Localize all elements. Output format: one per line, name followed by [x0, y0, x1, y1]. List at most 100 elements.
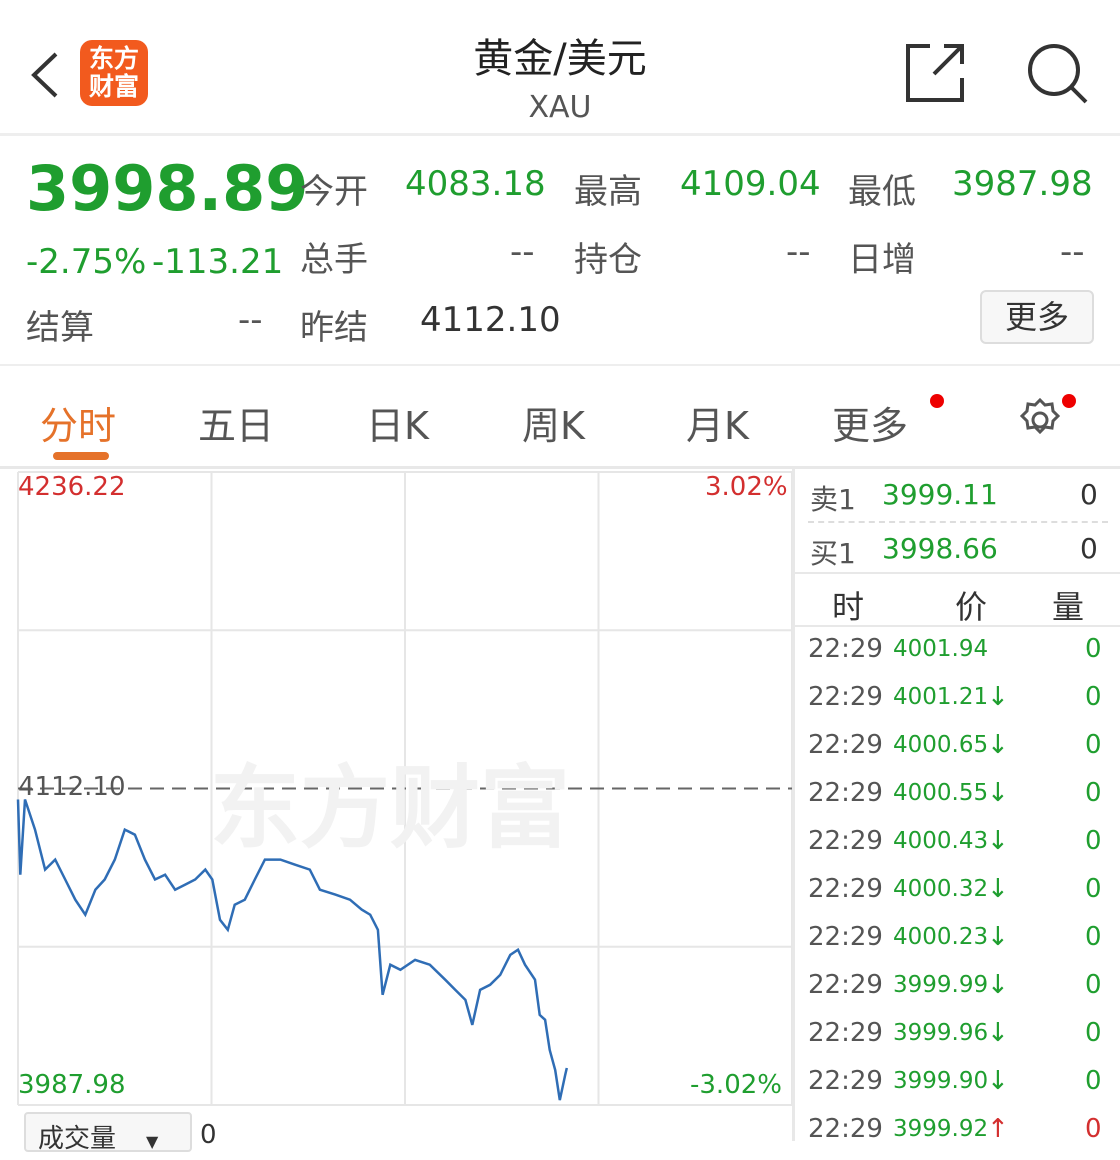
trade-time: 22:29 [808, 682, 883, 712]
daily-increase-label: 日增 [848, 232, 916, 281]
tab-intraday[interactable]: 分时 [40, 395, 116, 450]
trade-row: 22:29 4001.21 ↓ 0 [795, 680, 1120, 728]
trade-row: 22:29 4000.55 ↓ 0 [795, 776, 1120, 824]
trade-price: 4001.21 [893, 684, 988, 710]
notification-dot [930, 394, 944, 408]
bid-volume: 0 [1080, 532, 1098, 565]
volume-value: 0 [200, 1120, 217, 1150]
trade-volume: 0 [1085, 1018, 1102, 1048]
low-label: 最低 [848, 164, 916, 213]
trade-time: 22:29 [808, 730, 883, 760]
notification-dot [1062, 394, 1076, 408]
arrow-down-icon: ↓ [987, 970, 1009, 1000]
trade-volume: 0 [1085, 826, 1102, 856]
tab-more[interactable]: 更多 [832, 395, 908, 450]
arrow-down-icon: ↓ [987, 922, 1009, 952]
trade-time: 22:29 [808, 1066, 883, 1096]
high-value: 4109.04 [680, 164, 821, 204]
arrow-down-icon: ↓ [987, 874, 1009, 904]
settlement-label: 结算 [26, 300, 94, 349]
trade-time: 22:29 [808, 922, 883, 952]
arrow-down-icon: ↓ [987, 730, 1009, 760]
ref-price-label: 4112.10 [18, 772, 126, 802]
trade-time: 22:29 [808, 874, 883, 904]
more-quote-button[interactable]: 更多 [980, 290, 1094, 344]
arrow-up-icon: ↑ [987, 1114, 1009, 1144]
col-header-time: 时 [832, 582, 864, 628]
tab-five-day[interactable]: 五日 [198, 395, 274, 450]
tab-daily-k[interactable]: 日K [366, 395, 429, 450]
volume-selector-label: 成交量 [38, 1124, 116, 1154]
y-max-label: 4236.22 [18, 472, 126, 502]
trade-row: 22:29 4000.23 ↓ 0 [795, 920, 1120, 968]
trade-price: 3999.90 [893, 1068, 988, 1094]
change-pct: -2.75% [26, 242, 146, 282]
trade-volume: 0 [1085, 874, 1102, 904]
settings-gear-icon[interactable] [1016, 396, 1064, 444]
trade-time: 22:29 [808, 634, 883, 664]
divider [795, 572, 1120, 574]
trade-volume: 0 [1085, 634, 1102, 664]
trade-price: 4001.94 [893, 636, 988, 662]
trade-time: 22:29 [808, 970, 883, 1000]
tab-monthly-k[interactable]: 月K [686, 395, 749, 450]
trade-volume: 0 [1085, 970, 1102, 1000]
last-price: 3998.89 [26, 152, 308, 225]
trade-row: 22:29 3999.96 ↓ 0 [795, 1016, 1120, 1064]
trade-row: 22:29 3999.99 ↓ 0 [795, 968, 1120, 1016]
tab-weekly-k[interactable]: 周K [522, 395, 585, 450]
high-label: 最高 [574, 164, 642, 213]
trade-volume: 0 [1085, 1066, 1102, 1096]
trade-volume: 0 [1085, 922, 1102, 952]
ask-price: 3999.11 [882, 478, 998, 511]
daily-increase-value: -- [1060, 232, 1085, 272]
active-tab-indicator [53, 452, 109, 460]
trade-volume: 0 [1085, 778, 1102, 808]
watermark: 东方财富 [210, 735, 570, 865]
col-header-volume: 量 [1052, 582, 1084, 628]
prev-settlement-value: 4112.10 [420, 300, 561, 340]
trade-volume: 0 [1085, 730, 1102, 760]
divider [795, 625, 1120, 627]
divider [808, 521, 1108, 523]
trade-volume: 0 [1085, 682, 1102, 712]
col-header-price: 价 [955, 582, 987, 628]
arrow-down-icon: ↓ [987, 778, 1009, 808]
share-icon[interactable] [904, 42, 968, 104]
trade-row: 22:29 4000.32 ↓ 0 [795, 872, 1120, 920]
open-interest-label: 持仓 [574, 232, 642, 281]
ask-label: 卖1 [810, 478, 856, 518]
search-icon[interactable] [1026, 42, 1090, 106]
open-label: 今开 [300, 164, 368, 213]
arrow-down-icon: ↓ [987, 682, 1009, 712]
trade-price: 4000.23 [893, 924, 988, 950]
trade-price: 3999.99 [893, 972, 988, 998]
trade-price: 4000.32 [893, 876, 988, 902]
arrow-down-icon: ↓ [987, 1018, 1009, 1048]
trade-price: 4000.43 [893, 828, 988, 854]
change-amount: -113.21 [152, 242, 283, 282]
trade-time: 22:29 [808, 1114, 883, 1144]
trade-time: 22:29 [808, 1018, 883, 1048]
trade-time: 22:29 [808, 826, 883, 856]
trade-price: 4000.55 [893, 780, 988, 806]
trade-price: 4000.65 [893, 732, 988, 758]
trade-row: 22:29 4001.94 0 [795, 632, 1120, 680]
trade-volume: 0 [1085, 1114, 1102, 1144]
y-min-label: 3987.98 [18, 1070, 126, 1100]
divider [0, 364, 1120, 366]
trade-row: 22:29 3999.92 ↑ 0 [795, 1112, 1120, 1160]
trade-price: 3999.92 [893, 1116, 988, 1142]
low-value: 3987.98 [952, 164, 1093, 204]
settlement-value: -- [238, 300, 263, 340]
arrow-down-icon: ↓ [987, 826, 1009, 856]
arrow-down-icon: ↓ [987, 1066, 1009, 1096]
trade-row: 22:29 4000.65 ↓ 0 [795, 728, 1120, 776]
trade-row: 22:29 4000.43 ↓ 0 [795, 824, 1120, 872]
open-value: 4083.18 [405, 164, 546, 204]
bid-label: 买1 [810, 532, 856, 572]
open-interest-value: -- [786, 232, 811, 272]
pct-max-label: 3.02% [705, 472, 788, 502]
trade-time: 22:29 [808, 778, 883, 808]
volume-indicator-select[interactable]: 成交量▼ [24, 1112, 192, 1152]
